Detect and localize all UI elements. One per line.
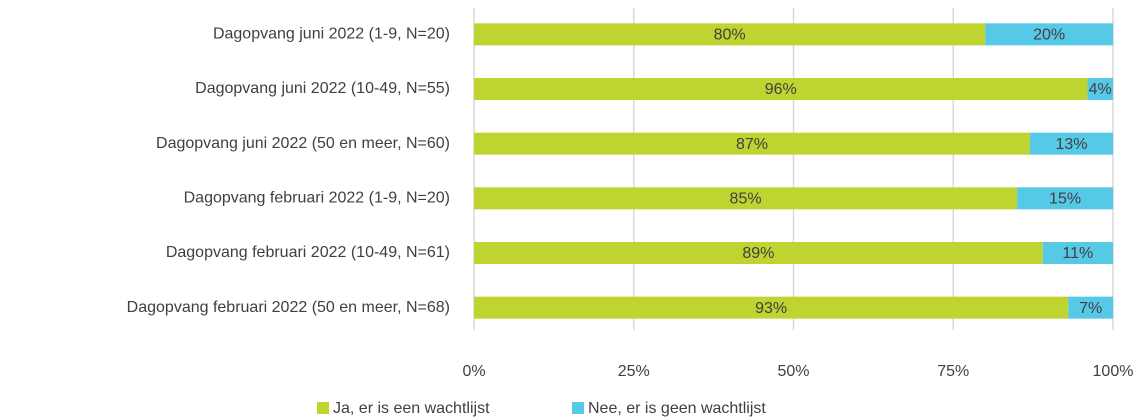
data-label: 80% (714, 27, 746, 44)
bar-segment (1087, 78, 1113, 100)
bar-segment (474, 23, 986, 46)
x-tick-label: 50% (777, 363, 809, 380)
legend-swatch (317, 402, 329, 414)
bar-segment (474, 187, 1018, 210)
y-tick-label: Dagopvang juni 2022 (10-49, N=55) (195, 80, 450, 97)
bar-segment (985, 23, 1113, 46)
x-tick-label: 100% (1093, 363, 1134, 380)
legend-swatch (572, 402, 584, 414)
y-tick-label: Dagopvang februari 2022 (1-9, N=20) (184, 190, 450, 207)
data-label: 89% (742, 245, 774, 262)
y-tick-label: Dagopvang juni 2022 (1-9, N=20) (213, 26, 450, 43)
bar-segment (474, 132, 1030, 155)
y-tick-label: Dagopvang februari 2022 (50 en meer, N=6… (127, 299, 450, 316)
legend-label: Ja, er is een wachtlijst (333, 400, 490, 417)
bar-segment (1017, 187, 1113, 210)
data-label: 20% (1033, 27, 1065, 44)
data-label: 4% (1089, 81, 1112, 98)
bar-segment (474, 296, 1069, 319)
y-tick-label: Dagopvang juni 2022 (50 en meer, N=60) (156, 135, 450, 152)
data-label: 13% (1055, 136, 1087, 153)
bar-segment (1042, 242, 1113, 264)
data-label: 11% (1062, 245, 1093, 262)
x-tick-label: 0% (462, 363, 485, 380)
data-label: 15% (1049, 191, 1081, 208)
data-label: 85% (730, 191, 762, 208)
data-label: 7% (1079, 300, 1102, 317)
bar-segment (1068, 296, 1113, 319)
bar-segment (474, 242, 1043, 264)
x-tick-label: 75% (937, 363, 969, 380)
data-label: 93% (755, 300, 787, 317)
bar-segment (1029, 132, 1113, 155)
x-tick-label: 25% (618, 363, 650, 380)
data-label: 87% (736, 136, 768, 153)
bar-segment (474, 78, 1088, 100)
data-label: 96% (765, 81, 797, 98)
y-tick-label: Dagopvang februari 2022 (10-49, N=61) (166, 244, 450, 261)
legend-label: Nee, er is geen wachtlijst (588, 400, 766, 417)
